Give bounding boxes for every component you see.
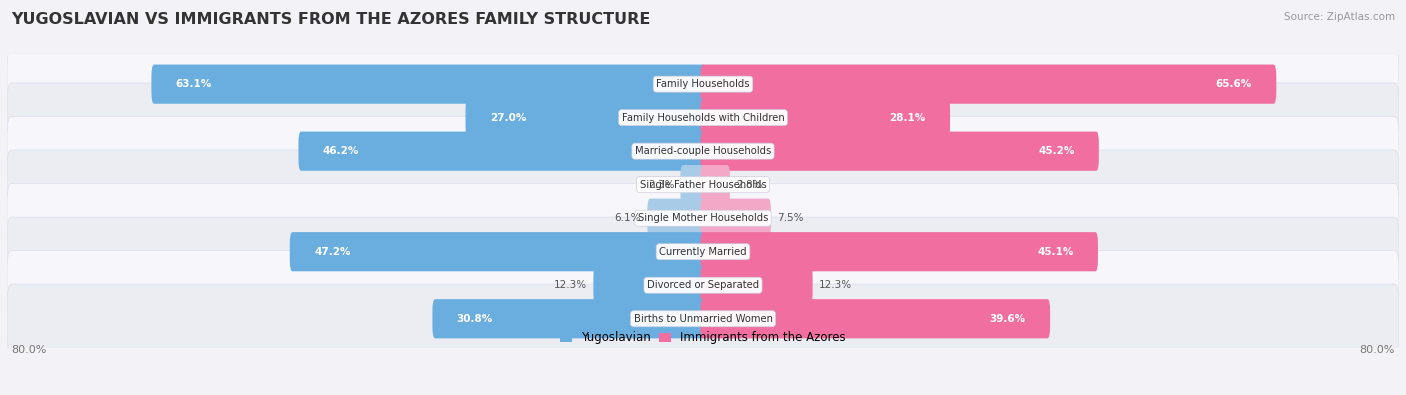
FancyBboxPatch shape <box>700 64 1277 104</box>
Text: Family Households: Family Households <box>657 79 749 89</box>
Text: 12.3%: 12.3% <box>554 280 588 290</box>
FancyBboxPatch shape <box>7 150 1399 219</box>
Text: 63.1%: 63.1% <box>176 79 212 89</box>
Text: 7.5%: 7.5% <box>778 213 803 223</box>
Text: 6.1%: 6.1% <box>614 213 641 223</box>
Text: 2.8%: 2.8% <box>737 180 762 190</box>
FancyBboxPatch shape <box>152 64 706 104</box>
Text: Currently Married: Currently Married <box>659 247 747 257</box>
FancyBboxPatch shape <box>593 266 706 305</box>
FancyBboxPatch shape <box>290 232 706 271</box>
Text: 39.6%: 39.6% <box>990 314 1026 324</box>
Text: 30.8%: 30.8% <box>457 314 494 324</box>
FancyBboxPatch shape <box>647 199 706 238</box>
FancyBboxPatch shape <box>700 266 813 305</box>
Text: 45.1%: 45.1% <box>1038 247 1074 257</box>
FancyBboxPatch shape <box>700 299 1050 339</box>
Text: 46.2%: 46.2% <box>323 146 359 156</box>
FancyBboxPatch shape <box>465 98 706 137</box>
Legend: Yugoslavian, Immigrants from the Azores: Yugoslavian, Immigrants from the Azores <box>555 327 851 349</box>
Text: Married-couple Households: Married-couple Households <box>636 146 770 156</box>
Text: Family Households with Children: Family Households with Children <box>621 113 785 123</box>
Text: 27.0%: 27.0% <box>489 113 526 123</box>
FancyBboxPatch shape <box>7 49 1399 119</box>
FancyBboxPatch shape <box>298 132 706 171</box>
Text: Single Mother Households: Single Mother Households <box>638 213 768 223</box>
FancyBboxPatch shape <box>7 250 1399 320</box>
Text: 47.2%: 47.2% <box>314 247 350 257</box>
Text: Births to Unmarried Women: Births to Unmarried Women <box>634 314 772 324</box>
FancyBboxPatch shape <box>700 165 730 204</box>
Text: YUGOSLAVIAN VS IMMIGRANTS FROM THE AZORES FAMILY STRUCTURE: YUGOSLAVIAN VS IMMIGRANTS FROM THE AZORE… <box>11 12 651 27</box>
FancyBboxPatch shape <box>7 217 1399 286</box>
Text: 12.3%: 12.3% <box>818 280 852 290</box>
Text: 2.3%: 2.3% <box>648 180 675 190</box>
FancyBboxPatch shape <box>700 132 1099 171</box>
FancyBboxPatch shape <box>7 184 1399 253</box>
Text: 80.0%: 80.0% <box>1360 345 1395 355</box>
FancyBboxPatch shape <box>700 199 770 238</box>
FancyBboxPatch shape <box>7 83 1399 152</box>
FancyBboxPatch shape <box>7 117 1399 186</box>
FancyBboxPatch shape <box>700 232 1098 271</box>
Text: 28.1%: 28.1% <box>890 113 925 123</box>
Text: Single Father Households: Single Father Households <box>640 180 766 190</box>
Text: Divorced or Separated: Divorced or Separated <box>647 280 759 290</box>
FancyBboxPatch shape <box>681 165 706 204</box>
Text: 80.0%: 80.0% <box>11 345 46 355</box>
Text: Source: ZipAtlas.com: Source: ZipAtlas.com <box>1284 12 1395 22</box>
Text: 65.6%: 65.6% <box>1216 79 1251 89</box>
FancyBboxPatch shape <box>700 98 950 137</box>
Text: 45.2%: 45.2% <box>1038 146 1074 156</box>
FancyBboxPatch shape <box>433 299 706 339</box>
FancyBboxPatch shape <box>7 284 1399 354</box>
